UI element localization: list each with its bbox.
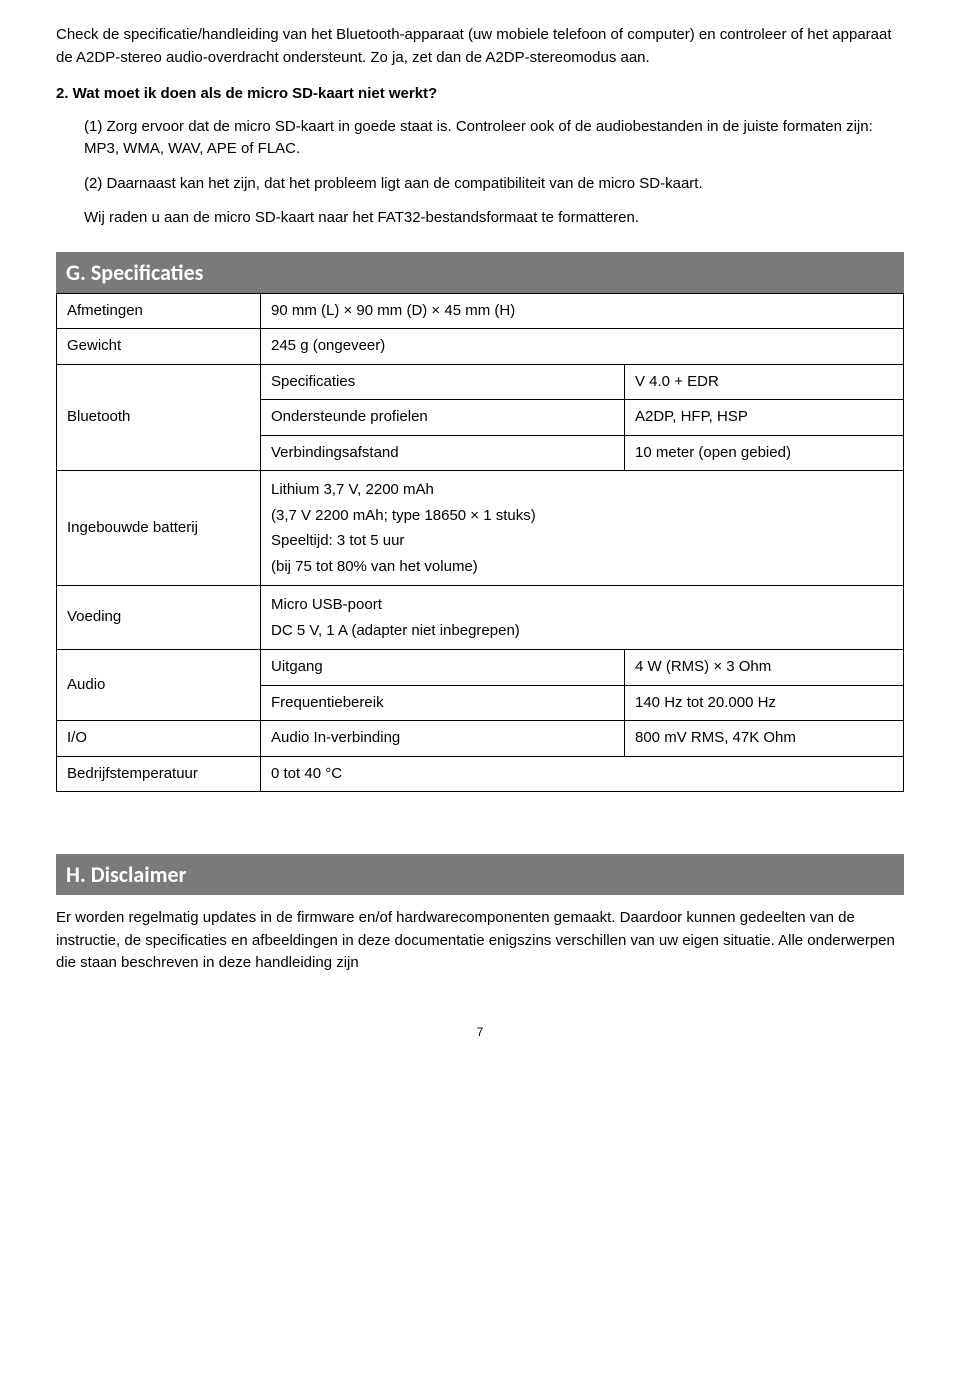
battery-line-2: (3,7 V 2200 mAh; type 18650 × 1 stuks) <box>271 507 536 524</box>
table-row: Bluetooth Specificaties V 4.0 + EDR <box>57 364 904 400</box>
spec-sublabel: Uitgang <box>261 650 625 686</box>
spec-label: Gewicht <box>57 329 261 365</box>
table-row: Ingebouwde batterij Lithium 3,7 V, 2200 … <box>57 471 904 586</box>
spec-value: V 4.0 + EDR <box>625 364 904 400</box>
spec-value: A2DP, HFP, HSP <box>625 400 904 436</box>
q2-heading: 2. Wat moet ik doen als de micro SD-kaar… <box>56 83 904 106</box>
table-row: Voeding Micro USB-poort DC 5 V, 1 A (ada… <box>57 586 904 650</box>
voeding-line-1: Micro USB-poort <box>271 596 382 613</box>
spec-label: Audio <box>57 650 261 721</box>
spec-sublabel: Frequentiebereik <box>261 685 625 721</box>
table-row: I/O Audio In-verbinding 800 mV RMS, 47K … <box>57 721 904 757</box>
spec-sublabel: Verbindingsafstand <box>261 435 625 471</box>
page-number: 7 <box>56 1023 904 1049</box>
spec-label: Voeding <box>57 586 261 650</box>
spec-value: 140 Hz tot 20.000 Hz <box>625 685 904 721</box>
spec-value: 245 g (ongeveer) <box>261 329 904 365</box>
table-row: Bedrijfstemperatuur 0 tot 40 °C <box>57 756 904 792</box>
table-row: Audio Uitgang 4 W (RMS) × 3 Ohm <box>57 650 904 686</box>
spec-value: 800 mV RMS, 47K Ohm <box>625 721 904 757</box>
spec-value: Lithium 3,7 V, 2200 mAh (3,7 V 2200 mAh;… <box>261 471 904 586</box>
spec-label: I/O <box>57 721 261 757</box>
intro-paragraph: Check de specificatie/handleiding van he… <box>56 24 904 69</box>
spec-value: 90 mm (L) × 90 mm (D) × 45 mm (H) <box>261 293 904 329</box>
specifications-table: Afmetingen 90 mm (L) × 90 mm (D) × 45 mm… <box>56 293 904 793</box>
q2-answer-3: Wij raden u aan de micro SD-kaart naar h… <box>56 207 904 230</box>
spec-value: 0 tot 40 °C <box>261 756 904 792</box>
spec-label: Bluetooth <box>57 364 261 471</box>
spec-sublabel: Ondersteunde profielen <box>261 400 625 436</box>
battery-line-3: Speeltijd: 3 tot 5 uur <box>271 532 404 549</box>
table-row: Afmetingen 90 mm (L) × 90 mm (D) × 45 mm… <box>57 293 904 329</box>
spec-sublabel: Audio In-verbinding <box>261 721 625 757</box>
spec-value: 4 W (RMS) × 3 Ohm <box>625 650 904 686</box>
spec-label: Bedrijfstemperatuur <box>57 756 261 792</box>
battery-line-4: (bij 75 tot 80% van het volume) <box>271 558 478 575</box>
spec-label: Afmetingen <box>57 293 261 329</box>
voeding-line-2: DC 5 V, 1 A (adapter niet inbegrepen) <box>271 622 520 639</box>
table-row: Gewicht 245 g (ongeveer) <box>57 329 904 365</box>
disclaimer-paragraph: Er worden regelmatig updates in de firmw… <box>56 907 904 975</box>
spec-label: Ingebouwde batterij <box>57 471 261 586</box>
spec-value: 10 meter (open gebied) <box>625 435 904 471</box>
section-h-header: H. Disclaimer <box>56 854 904 895</box>
spec-value: Micro USB-poort DC 5 V, 1 A (adapter nie… <box>261 586 904 650</box>
q2-answer-2: (2) Daarnaast kan het zijn, dat het prob… <box>56 173 904 196</box>
spec-sublabel: Specificaties <box>261 364 625 400</box>
section-g-header: G. Specificaties <box>56 252 904 293</box>
battery-line-1: Lithium 3,7 V, 2200 mAh <box>271 481 434 498</box>
q2-answer-1: (1) Zorg ervoor dat de micro SD-kaart in… <box>56 116 904 161</box>
